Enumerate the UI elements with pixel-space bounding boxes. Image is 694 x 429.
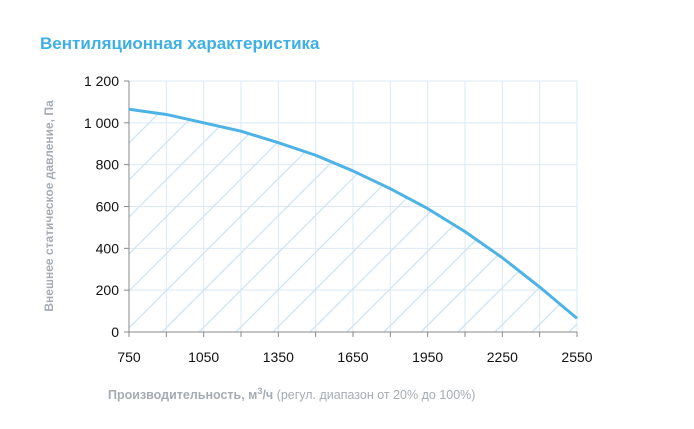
- x-tick-label: 750: [117, 349, 141, 365]
- hatch-line: [346, 109, 577, 332]
- x-tick-label: 1950: [412, 349, 443, 365]
- x-tick-label: 2250: [487, 349, 518, 365]
- x-axis-label-note: (регул. диапазон от 20% до 100%): [273, 388, 476, 403]
- hatch-line: [309, 109, 577, 332]
- hatch-line: [129, 109, 315, 332]
- y-tick-label: 1 200: [84, 73, 119, 89]
- hatch-line: [198, 109, 500, 332]
- y-tick-label: 0: [111, 324, 119, 340]
- y-tick-label: 400: [96, 240, 120, 256]
- x-axis-label-unit: /ч: [262, 388, 274, 403]
- hatch-line: [420, 109, 577, 332]
- hatch-line: [129, 109, 426, 332]
- x-tick-label: 1650: [337, 349, 368, 365]
- hatch-line: [235, 109, 537, 332]
- x-tick-label: 1350: [263, 349, 294, 365]
- y-tick-label: 1 000: [84, 115, 119, 131]
- series-line: [128, 107, 578, 320]
- x-axis-label-main: Производительность, м: [108, 388, 258, 403]
- hatch-line: [494, 109, 577, 332]
- y-tick-label: 600: [96, 199, 120, 215]
- hatch-line: [161, 109, 463, 332]
- hatch-line: [129, 109, 352, 332]
- x-tick-label: 2550: [561, 349, 592, 365]
- hatch-line: [129, 109, 389, 332]
- chart-title: Вентиляционная характеристика: [40, 34, 320, 53]
- x-axis-label: Производительность, м3/ч (регул. диапазо…: [108, 386, 475, 402]
- hatch-line: [457, 109, 577, 332]
- hatch-line: [531, 109, 577, 332]
- y-axis-label: Внешнее статическое давление, Па: [42, 100, 56, 312]
- hatch-line: [272, 109, 574, 332]
- x-tick-label: 1050: [188, 349, 219, 365]
- hatch-line: [606, 32, 694, 332]
- hatch-line: [568, 109, 577, 332]
- hatch-line: [383, 109, 577, 332]
- y-tick-label: 800: [96, 157, 120, 173]
- y-tick-label: 200: [96, 282, 120, 298]
- x-axis-label-sup: 3: [257, 386, 263, 396]
